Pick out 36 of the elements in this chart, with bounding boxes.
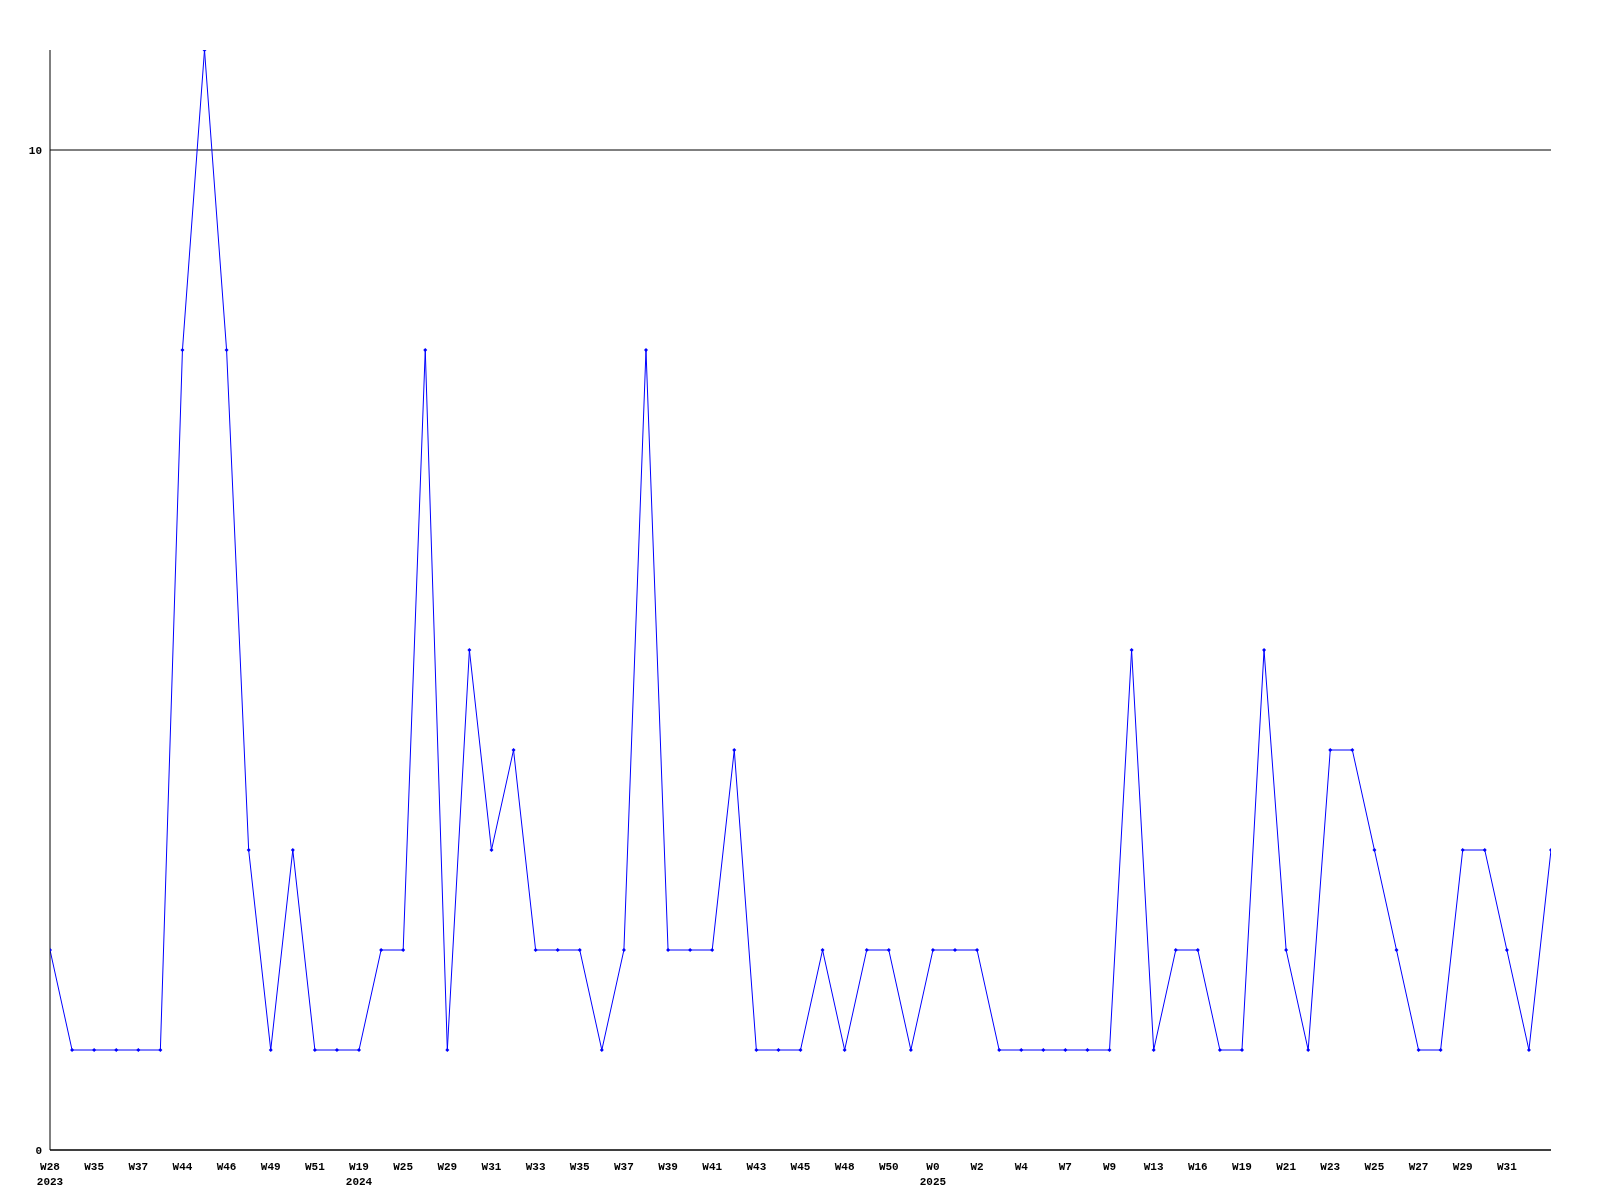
- x-tick-label: W23: [1320, 1161, 1341, 1173]
- x-tick-label: W7: [1058, 1161, 1072, 1173]
- y-tick-label: 10: [28, 144, 42, 157]
- x-tick-label: W46: [216, 1161, 237, 1173]
- x-tick-label: W0 2025: [919, 1161, 947, 1188]
- x-tick-label: W33: [525, 1161, 546, 1173]
- x-tick-label: W37: [128, 1161, 149, 1173]
- x-tick-label: W44: [172, 1161, 193, 1173]
- x-tick-label: W35: [84, 1161, 105, 1173]
- x-tick-label: W25: [393, 1161, 414, 1173]
- x-tick-label: W13: [1143, 1161, 1164, 1173]
- x-tick-label: W31: [1496, 1161, 1518, 1173]
- x-tick-label: W37: [614, 1161, 634, 1173]
- x-tick-label: W50: [878, 1161, 899, 1173]
- x-tick-label: W45: [790, 1161, 811, 1173]
- x-tick-label: W29: [437, 1161, 458, 1173]
- x-tick-label: W27: [1408, 1161, 1429, 1173]
- x-tick-label: W25: [1364, 1161, 1385, 1173]
- x-tick-label: W4: [1014, 1161, 1029, 1173]
- x-tick-label: W19: [1232, 1161, 1252, 1173]
- x-tick-label: W41: [702, 1161, 723, 1173]
- x-tick-label: W21: [1276, 1161, 1297, 1173]
- y-tick-label: 0: [35, 1144, 42, 1157]
- x-tick-label: W9: [1102, 1161, 1117, 1173]
- x-tick-label: W39: [658, 1161, 678, 1173]
- x-tick-label: W49: [260, 1161, 281, 1173]
- x-tick-label: W2: [970, 1161, 984, 1173]
- x-tick-label: W48: [834, 1161, 855, 1173]
- x-tick-label: W28 2023: [36, 1161, 64, 1188]
- x-tick-label: W16: [1187, 1161, 1208, 1173]
- x-tick-label: W19 2024: [345, 1161, 373, 1188]
- x-tick-label: W31: [481, 1161, 502, 1173]
- x-tick-label: W43: [746, 1161, 767, 1173]
- x-tick-label: W35: [569, 1161, 591, 1173]
- x-tick-label: W29: [1452, 1161, 1473, 1173]
- x-tick-label: W51: [304, 1161, 326, 1173]
